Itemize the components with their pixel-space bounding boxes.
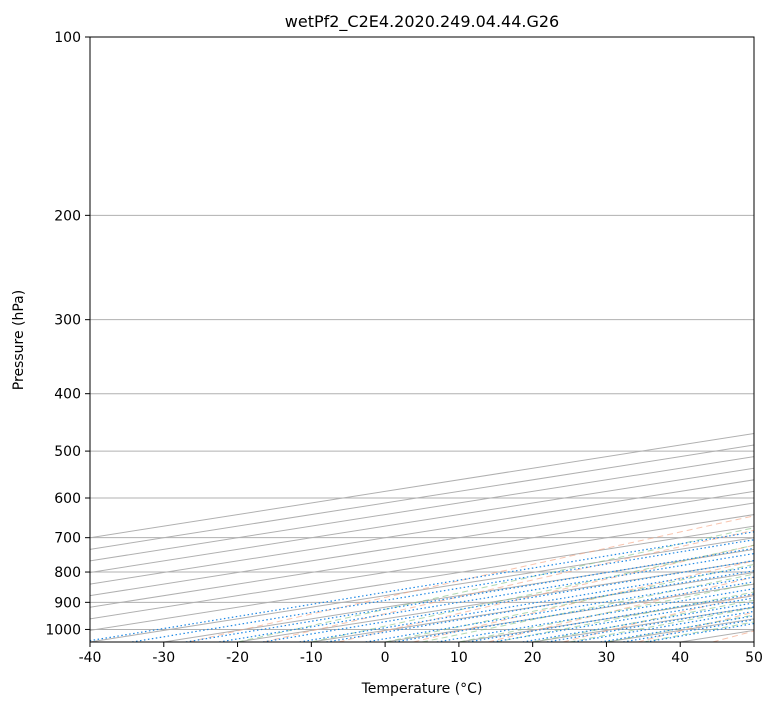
isotherm-line — [90, 444, 754, 550]
x-tick-label: -20 — [226, 650, 249, 666]
x-axis-label: Temperature (°C) — [361, 681, 483, 697]
y-tick-label: 300 — [54, 313, 81, 329]
isotherm-line — [90, 456, 754, 562]
isotherm-line — [90, 537, 754, 642]
isotherm-line — [90, 490, 754, 597]
y-tick-label: 700 — [54, 531, 81, 547]
moist-adiabat-line — [495, 591, 754, 642]
mixing-ratio-line — [262, 559, 754, 642]
x-tick-label: -10 — [300, 650, 323, 666]
mixing-ratio-line — [299, 565, 754, 642]
x-tick-label: -30 — [152, 650, 175, 666]
y-tick-label: 500 — [54, 444, 81, 460]
y-tick-label: 600 — [54, 491, 81, 507]
x-tick-label: 40 — [671, 650, 689, 666]
dry-adiabat-line — [562, 593, 754, 642]
mixing-ratio-line — [326, 570, 754, 642]
isotherm-line — [90, 502, 754, 608]
y-tick-label: 100 — [54, 30, 81, 46]
mixing-ratio-line — [365, 576, 754, 642]
chart-title: wetPf2_C2E4.2020.249.04.44.G26 — [285, 12, 559, 32]
x-tick-label: 30 — [598, 650, 616, 666]
isotherm-line — [90, 514, 754, 620]
x-tick-label: 20 — [524, 650, 542, 666]
mixing-ratio-line — [219, 552, 754, 642]
x-tick-label: 50 — [745, 650, 763, 666]
y-tick-label: 200 — [54, 208, 81, 224]
isotherm-line — [90, 525, 754, 631]
x-tick-label: 10 — [450, 650, 468, 666]
plot-frame — [89, 36, 755, 643]
isotherm-line — [90, 479, 754, 585]
y-tick-label: 800 — [54, 565, 81, 581]
isotherm-line — [90, 467, 754, 573]
y-axis-label: Pressure (hPa) — [11, 290, 27, 390]
x-tick-label: 0 — [381, 650, 390, 666]
moist-adiabat-line — [237, 527, 754, 642]
mixing-ratio-line — [185, 547, 754, 642]
y-tick-label: 1000 — [45, 622, 81, 638]
axes: -40 -30 -20 -10 0 10 20 30 40 50 100 200 300 400 500 60… — [45, 30, 763, 666]
y-tick-label: 900 — [54, 595, 81, 611]
y-tick-label: 400 — [54, 387, 81, 403]
moist-adiabat-line — [421, 573, 754, 642]
x-tick-label: -40 — [79, 650, 102, 666]
